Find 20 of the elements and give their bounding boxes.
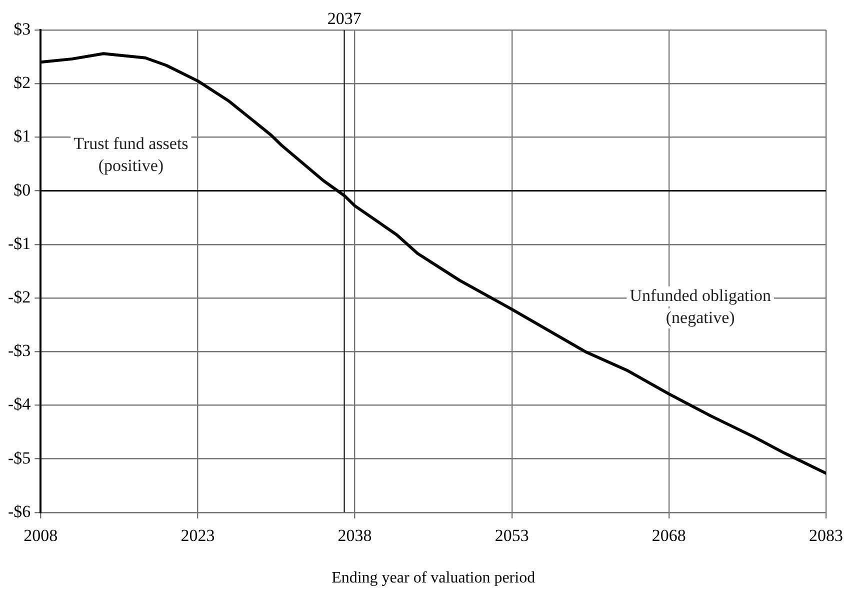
y-tick-label: -$2 (8, 287, 31, 306)
y-tick-label: $0 (14, 180, 31, 200)
y-tick-label: -$1 (8, 234, 31, 253)
annotation: Trust fund assets (positive) (74, 134, 188, 175)
y-tick-label: $3 (14, 19, 31, 38)
y-tick-label: -$5 (8, 448, 31, 468)
x-tick-label: 2023 (180, 526, 215, 546)
x-tick-label: 2083 (809, 526, 843, 546)
y-tick-label: $1 (14, 126, 31, 146)
ref-line-label: 2037 (327, 8, 362, 28)
y-tick-label: -$6 (8, 502, 31, 521)
x-tick-label: 2068 (652, 526, 686, 546)
x-tick-label: 2038 (338, 526, 372, 546)
x-tick-label: 2008 (24, 526, 58, 546)
x-tick-label: 2053 (494, 526, 529, 546)
annotation: Unfunded obligation (negative) (630, 286, 772, 327)
y-tick-label: -$4 (8, 394, 32, 414)
y-tick-label: $2 (14, 73, 31, 92)
x-axis-title: Ending year of valuation period (332, 570, 536, 587)
y-tick-label: -$3 (8, 341, 31, 360)
